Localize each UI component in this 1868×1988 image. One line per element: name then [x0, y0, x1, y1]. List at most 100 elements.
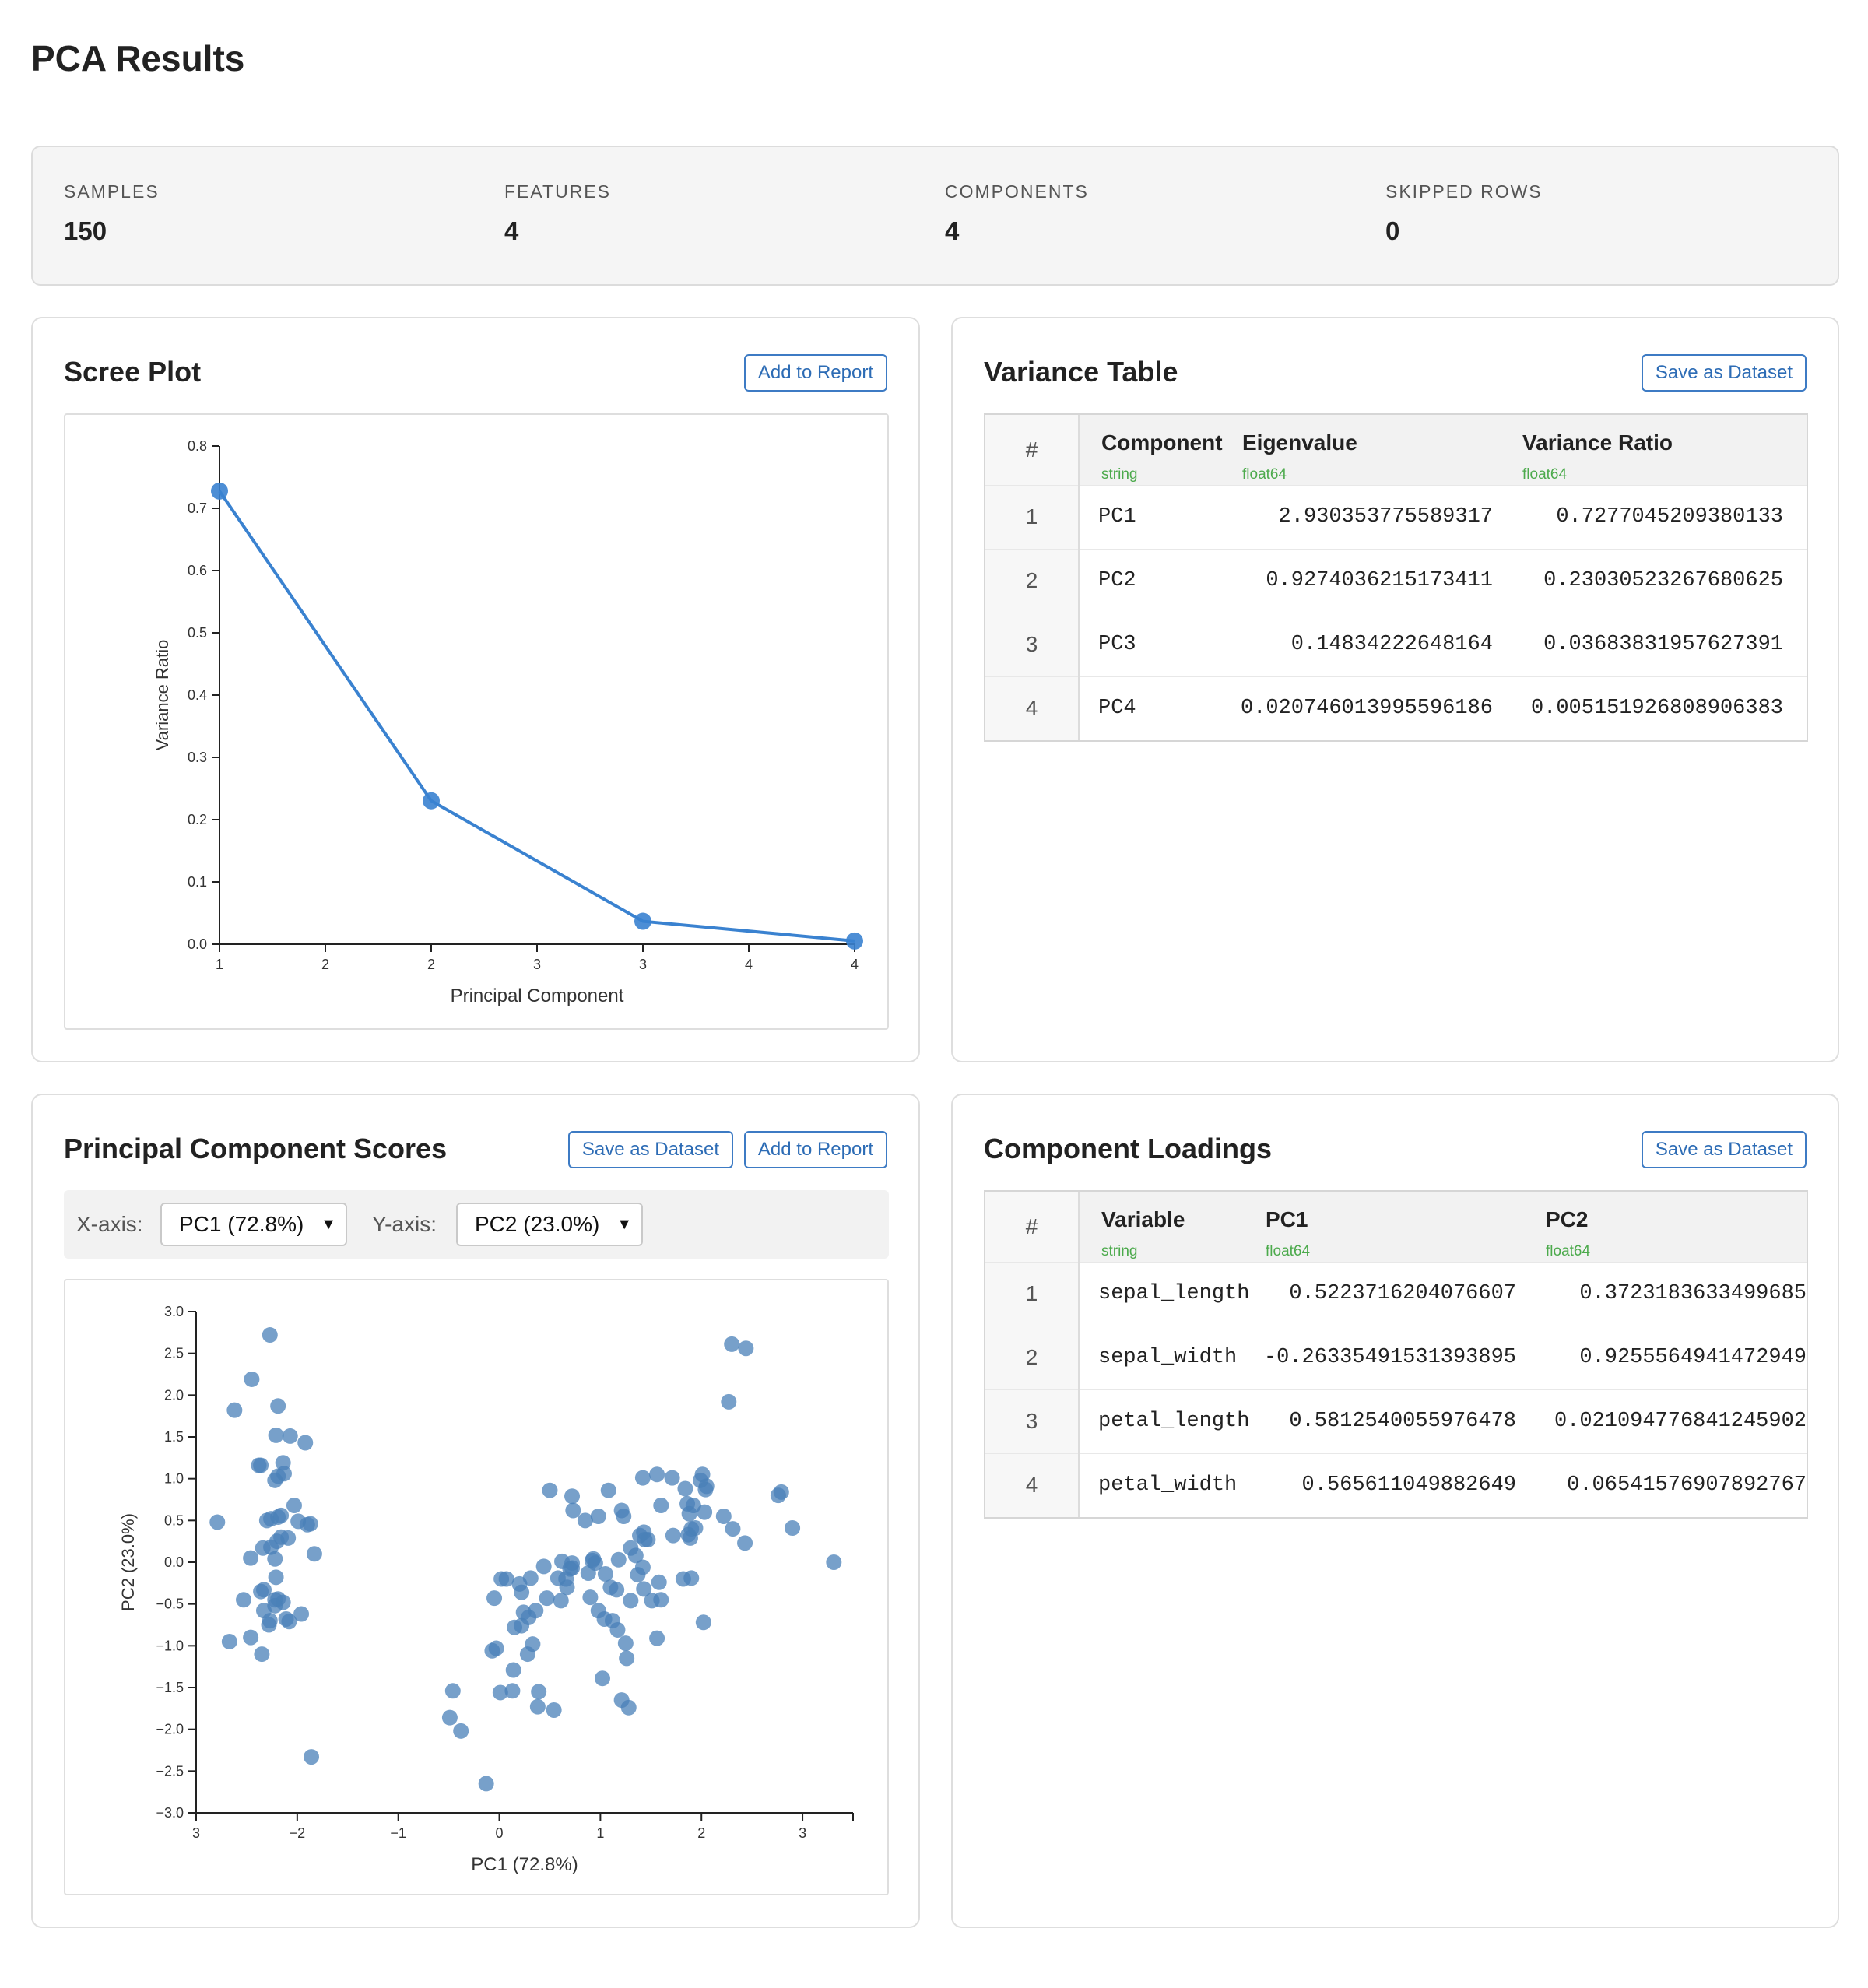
y-tick-label: −1.5 [156, 1680, 184, 1695]
data-point [244, 1371, 260, 1387]
row-index: 2 [985, 1325, 1080, 1389]
data-point [737, 1535, 753, 1551]
data-point [610, 1551, 627, 1568]
column-dtype: float64 [1266, 1243, 1311, 1259]
data-point [267, 1551, 283, 1567]
loadings-table: # Variable string PC1 float64 PC2 float64 1… [984, 1190, 1808, 1519]
data-point [302, 1516, 318, 1532]
save-as-dataset-button[interactable]: Save as Dataset [567, 1131, 733, 1168]
data-point [773, 1484, 789, 1500]
y-axis-selected-value: PC2 (23.0%) [475, 1212, 600, 1236]
y-tick-label: 0.1 [188, 874, 207, 890]
component-loadings-panel: Component Loadings Save as Dataset # Var… [951, 1094, 1839, 1928]
column-header[interactable]: Variable string [1079, 1192, 1259, 1262]
column-dtype: float64 [1546, 1243, 1591, 1259]
data-point [609, 1621, 626, 1638]
y-axis-title: PC2 (23.0%) [118, 1513, 138, 1611]
data-point [846, 932, 863, 950]
stat-label: FEATURES [504, 181, 611, 202]
scores-chart-container: 3.0 2.5 2.0 1.5 1.0 0.5 0.0 −0.5 −1.0 −1.5 −2.0 −2.… [64, 1279, 889, 1895]
data-point [616, 1508, 632, 1524]
x-tick-label: 3 [192, 1825, 200, 1841]
column-dtype: float64 [1242, 466, 1287, 483]
data-point [725, 1521, 741, 1537]
add-to-report-button[interactable]: Add to Report [743, 1131, 887, 1168]
cell-component: PC2 [1079, 548, 1236, 613]
data-point [564, 1560, 581, 1576]
data-point [617, 1635, 634, 1652]
data-point [514, 1584, 530, 1600]
column-header[interactable]: Component string [1079, 415, 1236, 485]
x-tick-label: 3 [533, 957, 541, 972]
x-axis-title: PC1 (72.8%) [471, 1854, 578, 1875]
data-point [441, 1709, 458, 1726]
cell-pc1: 0.565611049882649 [1259, 1452, 1540, 1517]
x-axis-select[interactable]: PC1 (72.8%) ▼ [160, 1203, 347, 1246]
y-axis-select[interactable]: PC2 (23.0%) ▼ [456, 1203, 643, 1246]
y-tick-label: 0.0 [164, 1554, 184, 1570]
summary-stats-bar: SAMPLES 150 FEATURES 4 COMPONENTS 4 SKIP… [31, 146, 1839, 286]
panel-title: Scree Plot [64, 356, 202, 388]
data-point [221, 1633, 237, 1649]
data-point [529, 1698, 546, 1715]
column-name: Variable [1101, 1207, 1185, 1231]
data-point [254, 1646, 270, 1663]
y-tick-label: −2.0 [156, 1722, 184, 1737]
stat-value: 0 [1385, 216, 1400, 245]
cell-variable: sepal_length [1079, 1261, 1259, 1326]
chevron-down-icon: ▼ [616, 1216, 632, 1233]
save-as-dataset-button[interactable]: Save as Dataset [1641, 354, 1807, 392]
stat-value: 4 [945, 216, 960, 245]
data-point [587, 1555, 603, 1572]
column-header[interactable]: Variance Ratio float64 [1516, 415, 1807, 485]
data-point [594, 1670, 610, 1687]
data-point [636, 1581, 652, 1597]
table-header-row: # Component string Eigenvalue float64 Vari… [985, 415, 1807, 485]
scatter-axes: 3.0 2.5 2.0 1.5 1.0 0.5 0.0 −0.5 −1.0 −1.5 −2.0 −2.… [118, 1304, 854, 1875]
cell-eigenvalue: 0.9274036215173411 [1236, 548, 1516, 613]
data-point [293, 1606, 310, 1622]
stat-value: 4 [504, 216, 519, 245]
data-point [619, 1650, 635, 1667]
data-point [623, 1593, 639, 1609]
x-tick-label: 2 [697, 1825, 705, 1841]
stat-label: SAMPLES [64, 181, 160, 202]
stat-features: FEATURES 4 [504, 181, 611, 246]
stat-samples: SAMPLES 150 [64, 181, 160, 246]
data-point [282, 1428, 298, 1444]
scree-axes: 0.0 0.1 0.2 0.3 0.4 0.5 0.6 0.7 0.8 1 2 2 3 3 4 4 Princi… [153, 438, 859, 1006]
add-to-report-button[interactable]: Add to Report [743, 354, 887, 392]
data-point [577, 1512, 593, 1529]
data-point [597, 1566, 613, 1582]
panel-title: Principal Component Scores [64, 1133, 448, 1164]
data-point [627, 1547, 644, 1564]
data-point [306, 1546, 322, 1562]
data-point [553, 1593, 569, 1609]
data-point [640, 1532, 656, 1548]
data-point [724, 1336, 740, 1352]
data-point [273, 1507, 290, 1523]
data-point [253, 1583, 269, 1600]
data-point [268, 1427, 284, 1443]
column-header[interactable]: PC2 float64 [1540, 1192, 1807, 1262]
cell-variable: petal_length [1079, 1389, 1259, 1453]
data-point [546, 1702, 562, 1718]
data-point [721, 1393, 737, 1410]
data-point [262, 1327, 278, 1343]
cell-variable: petal_width [1079, 1452, 1259, 1517]
data-point [531, 1684, 547, 1700]
data-point [715, 1508, 732, 1524]
y-tick-label: 1.0 [164, 1471, 184, 1487]
y-axis-title: Variance Ratio [153, 640, 172, 751]
y-tick-label: −1.0 [156, 1638, 184, 1653]
table-row: 3 petal_length 0.5812540055976478 0.0210… [985, 1389, 1807, 1453]
row-index: 4 [985, 676, 1080, 740]
column-header[interactable]: Eigenvalue float64 [1236, 415, 1516, 485]
save-as-dataset-button[interactable]: Save as Dataset [1641, 1131, 1807, 1168]
variance-table-panel: Variance Table Save as Dataset # Compone… [951, 317, 1839, 1062]
data-point [297, 1435, 314, 1451]
x-tick-label: 4 [745, 957, 753, 972]
x-axis-label: X-axis: [76, 1212, 143, 1236]
column-header[interactable]: PC1 float64 [1259, 1192, 1540, 1262]
row-index: 3 [985, 1389, 1080, 1453]
